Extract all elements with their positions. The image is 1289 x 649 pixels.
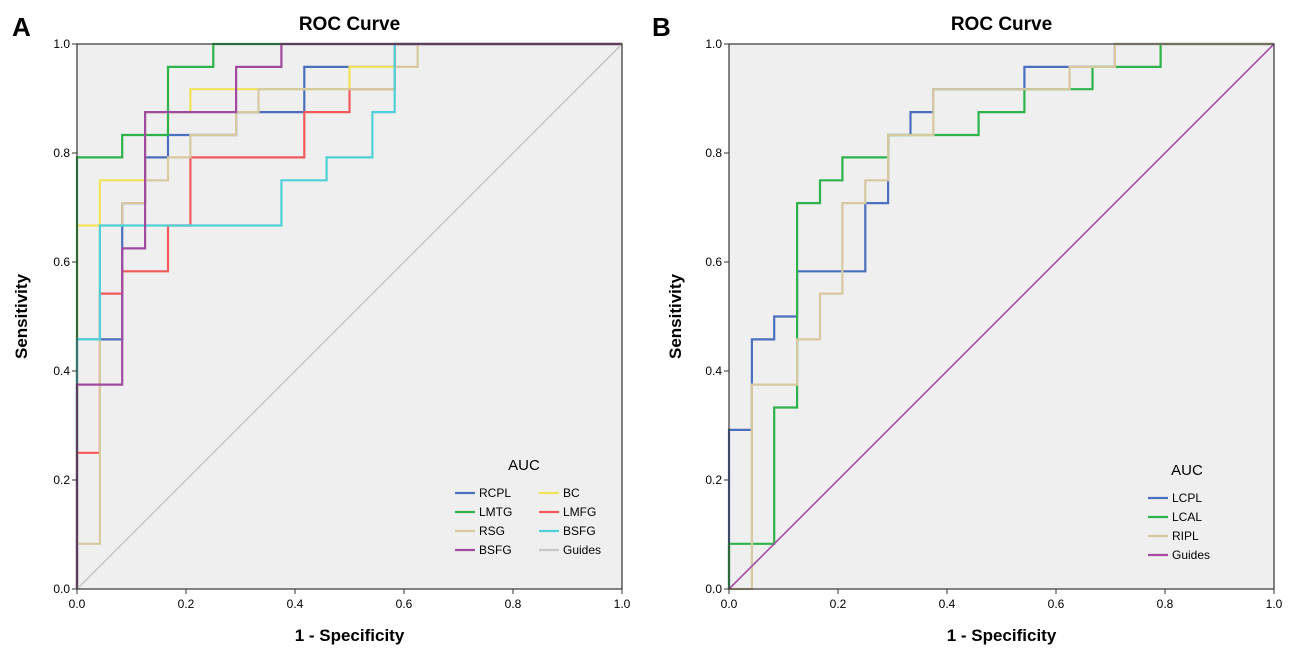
y-tick-label: 0.6 — [53, 255, 70, 269]
y-tick-label: 0.6 — [705, 255, 722, 269]
x-axis-label: 1 - Specificity — [295, 626, 405, 645]
legend-entry: Guides — [563, 543, 601, 557]
legend-title: AUC — [508, 457, 540, 474]
y-tick-label: 0.8 — [705, 146, 722, 160]
legend-title: AUC — [1171, 462, 1203, 479]
legend-entry: LMFG — [563, 505, 596, 519]
chart-title: ROC Curve — [299, 14, 400, 35]
legend-entry: LMTG — [479, 505, 512, 519]
y-axis-label: Sensitivity — [12, 273, 31, 359]
legend-entry: Guides — [1172, 548, 1210, 562]
y-tick-label: 0.0 — [53, 582, 70, 596]
series-line-bsfg-5 — [75, 42, 622, 589]
x-axis-label: 1 - Specificity — [947, 626, 1057, 645]
y-tick-label: 0.4 — [705, 364, 722, 378]
x-tick-label: 0.0 — [69, 597, 86, 611]
x-tick-label: 0.4 — [939, 597, 956, 611]
legend: AUC LCPL LCAL RIPL Guides — [1148, 462, 1210, 562]
legend-entry: LCAL — [1172, 510, 1202, 524]
series-line-guides-3 — [728, 43, 1275, 590]
y-tick-label: 0.2 — [705, 473, 722, 487]
legend-entry: LCPL — [1172, 491, 1202, 505]
legend-entry: RSG — [479, 524, 505, 538]
legend-entry: RCPL — [479, 486, 511, 500]
legend-entry: BC — [563, 486, 580, 500]
x-tick-label: 0.2 — [178, 597, 195, 611]
y-axis-label: Sensitivity — [666, 273, 685, 359]
legend: AUC RCPL BC LMTG LMFG RSG BSFG BSFG Guides — [455, 457, 601, 557]
y-tick-label: 0.0 — [705, 582, 722, 596]
x-tick-label: 1.0 — [614, 597, 631, 611]
panel-letter: A — [12, 12, 31, 42]
x-tick-label: 0.6 — [1048, 597, 1065, 611]
plot-frame — [728, 43, 1275, 590]
legend-entry: BSFG — [479, 543, 512, 557]
y-tick-label: 1.0 — [53, 37, 70, 51]
series-line-lmtg-2 — [75, 42, 622, 589]
x-tick-label: 0.8 — [505, 597, 522, 611]
legend-entry: BSFG — [563, 524, 596, 538]
x-tick-label: 0.4 — [287, 597, 304, 611]
y-tick-label: 0.8 — [53, 146, 70, 160]
series-line-bsfg-6 — [75, 42, 622, 589]
y-tick-label: 1.0 — [705, 37, 722, 51]
x-tick-label: 0.2 — [830, 597, 847, 611]
series-line-guides-7 — [76, 43, 623, 590]
legend-entry: RIPL — [1172, 529, 1199, 543]
series-line-ripl-2 — [729, 42, 1274, 591]
plot-frame — [76, 43, 623, 590]
panel-letter: B — [652, 12, 671, 42]
y-tick-label: 0.2 — [53, 473, 70, 487]
x-tick-label: 1.0 — [1266, 597, 1283, 611]
x-tick-label: 0.8 — [1157, 597, 1174, 611]
x-tick-label: 0.6 — [396, 597, 413, 611]
x-tick-label: 0.0 — [721, 597, 738, 611]
chart-panel-a: 0.0 0.2 0.4 0.6 0.8 1.0 0.0 0.2 0.4 0.6 0.8 1.0 A ROC… — [12, 12, 631, 645]
chart-panel-b: 0.0 0.2 0.4 0.6 0.8 1.0 0.0 0.2 0.4 0.6 0.8 1.0 B ROC… — [652, 12, 1283, 645]
y-tick-label: 0.4 — [53, 364, 70, 378]
chart-title: ROC Curve — [951, 14, 1052, 35]
